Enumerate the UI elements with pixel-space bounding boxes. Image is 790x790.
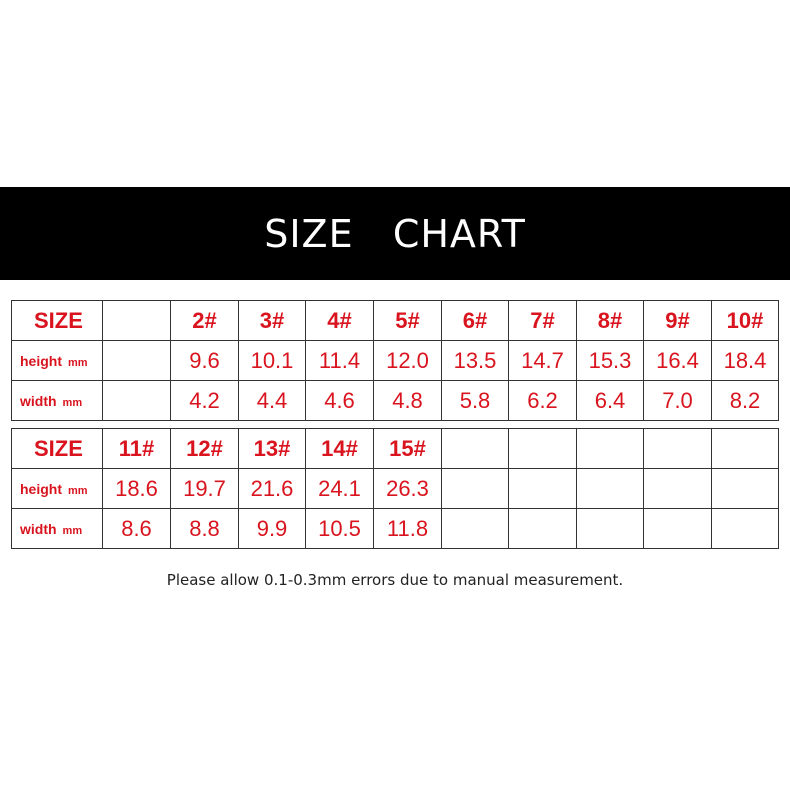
size-cell: 15# — [373, 428, 442, 469]
height-row: height mm 18.6 19.7 21.6 24.1 26.3 — [11, 468, 779, 509]
value-cell: 5.8 — [441, 380, 509, 421]
size-row: SIZE 11# 12# 13# 14# 15# — [11, 428, 779, 469]
size-cell: 11# — [102, 428, 171, 469]
value-cell: 4.6 — [305, 380, 374, 421]
unit-label: mm — [62, 524, 83, 537]
measurement-note: Please allow 0.1-0.3mm errors due to man… — [166, 571, 624, 589]
size-row: SIZE 2# 3# 4# 5# 6# 7# 8# 9# 10# — [11, 300, 779, 341]
value-cell — [643, 508, 712, 549]
size-cell: 13# — [238, 428, 306, 469]
size-cell — [102, 300, 171, 341]
value-cell: 10.5 — [305, 508, 374, 549]
size-table-1: SIZE 2# 3# 4# 5# 6# 7# 8# 9# 10# height mm 9.6 10.1 11… — [11, 300, 779, 421]
value-cell: 19.7 — [170, 468, 239, 509]
value-cell — [508, 508, 577, 549]
size-cell: 14# — [305, 428, 374, 469]
row-label: height mm — [11, 468, 103, 509]
size-cell: 3# — [238, 300, 306, 341]
value-cell: 14.7 — [508, 340, 577, 381]
row-label: SIZE — [11, 300, 103, 341]
size-cell — [711, 428, 779, 469]
title-banner: SIZE CHART — [0, 187, 790, 280]
value-cell: 8.2 — [711, 380, 779, 421]
value-cell: 11.8 — [373, 508, 442, 549]
value-cell: 4.2 — [170, 380, 239, 421]
size-cell — [508, 428, 577, 469]
value-cell: 4.8 — [373, 380, 442, 421]
value-cell: 8.6 — [102, 508, 171, 549]
value-cell — [643, 468, 712, 509]
value-cell: 6.2 — [508, 380, 577, 421]
row-label: height mm — [11, 340, 103, 381]
row-label-text: SIZE — [34, 307, 83, 333]
size-cell — [576, 428, 644, 469]
size-cell: 9# — [643, 300, 712, 341]
width-row: width mm 4.2 4.4 4.6 4.8 5.8 6.2 6.4 7.0 8.2 — [11, 380, 779, 421]
value-cell: 9.6 — [170, 340, 239, 381]
value-cell — [508, 468, 577, 509]
row-label-text: height — [20, 352, 62, 369]
size-cell: 5# — [373, 300, 442, 341]
height-row: height mm 9.6 10.1 11.4 12.0 13.5 14.7 15.3 16.4 1… — [11, 340, 779, 381]
value-cell: 10.1 — [238, 340, 306, 381]
value-cell: 11.4 — [305, 340, 374, 381]
size-cell: 7# — [508, 300, 577, 341]
page-title: SIZE CHART — [264, 211, 526, 256]
value-cell: 16.4 — [643, 340, 712, 381]
size-table-2: SIZE 11# 12# 13# 14# 15# height mm 18.6 19.7 21.6 2… — [11, 428, 779, 549]
size-cell: 12# — [170, 428, 239, 469]
value-cell — [711, 508, 779, 549]
value-cell: 21.6 — [238, 468, 306, 509]
value-cell: 9.9 — [238, 508, 306, 549]
value-cell — [102, 340, 171, 381]
size-cell: 10# — [711, 300, 779, 341]
row-label: SIZE — [11, 428, 103, 469]
row-label-text: height — [20, 480, 62, 497]
value-cell — [441, 508, 509, 549]
size-cell: 2# — [170, 300, 239, 341]
value-cell: 6.4 — [576, 380, 644, 421]
value-cell — [441, 468, 509, 509]
value-cell: 26.3 — [373, 468, 442, 509]
width-row: width mm 8.6 8.8 9.9 10.5 11.8 — [11, 508, 779, 549]
unit-label: mm — [68, 484, 88, 497]
size-cell: 6# — [441, 300, 509, 341]
value-cell — [102, 380, 171, 421]
size-cell: 4# — [305, 300, 374, 341]
value-cell: 13.5 — [441, 340, 509, 381]
size-cell — [643, 428, 712, 469]
value-cell: 24.1 — [305, 468, 374, 509]
value-cell: 15.3 — [576, 340, 644, 381]
size-cell — [441, 428, 509, 469]
row-label-text: width — [20, 392, 57, 409]
value-cell — [576, 468, 644, 509]
value-cell: 7.0 — [643, 380, 712, 421]
unit-label: mm — [68, 356, 88, 369]
value-cell: 18.6 — [102, 468, 171, 509]
row-label: width mm — [11, 508, 103, 549]
value-cell: 18.4 — [711, 340, 779, 381]
value-cell: 12.0 — [373, 340, 442, 381]
value-cell: 8.8 — [170, 508, 239, 549]
value-cell: 4.4 — [238, 380, 306, 421]
value-cell — [576, 508, 644, 549]
row-label-text: width — [20, 520, 57, 537]
row-label: width mm — [11, 380, 103, 421]
value-cell — [711, 468, 779, 509]
size-cell: 8# — [576, 300, 644, 341]
row-label-text: SIZE — [34, 435, 83, 461]
unit-label: mm — [62, 396, 83, 409]
